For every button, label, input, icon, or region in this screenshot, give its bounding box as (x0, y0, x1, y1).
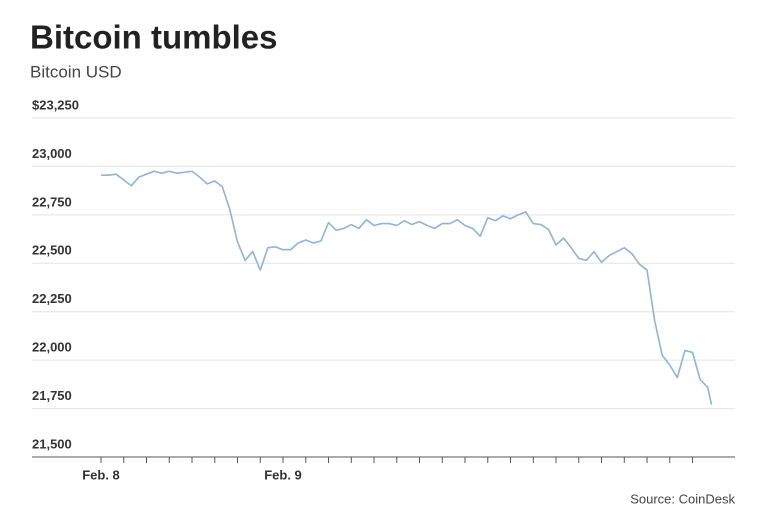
y-tick-label: 22,750 (32, 194, 72, 209)
x-tick-label: Feb. 8 (82, 467, 120, 482)
y-tick-label: 23,000 (32, 146, 72, 161)
y-tick-label: $23,250 (32, 97, 79, 112)
source-note: Source: CoinDesk (630, 491, 735, 506)
y-tick-label: 22,500 (32, 243, 72, 258)
x-tick-label: Feb. 9 (264, 467, 302, 482)
price-line (101, 170, 713, 405)
y-tick-label: 22,000 (32, 340, 72, 355)
chart-title: Bitcoin tumbles (30, 19, 278, 56)
y-tick-label: 22,250 (32, 291, 72, 306)
chart-subtitle: Bitcoin USD (30, 62, 122, 81)
y-tick-label: 21,500 (32, 436, 72, 451)
y-tick-label: 21,750 (32, 388, 72, 403)
